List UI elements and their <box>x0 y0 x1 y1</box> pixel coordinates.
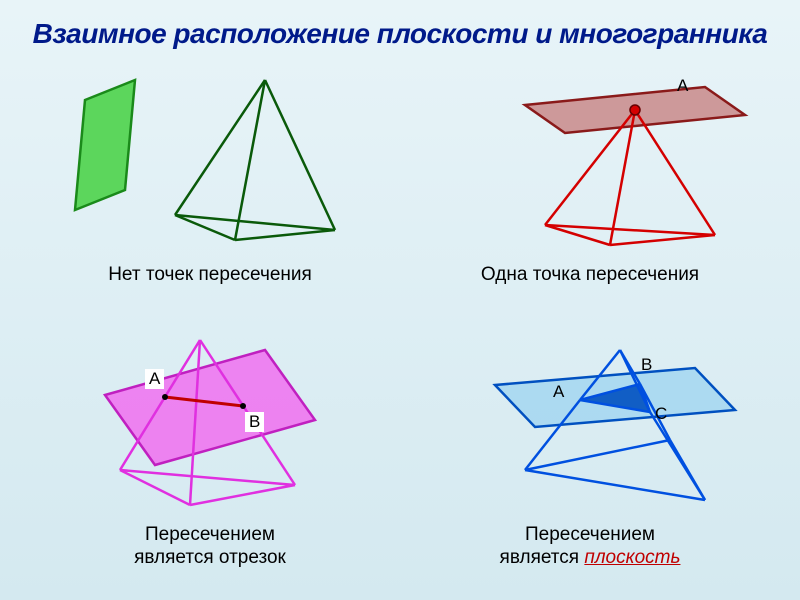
cell-segment: А В Пересечением является отрезок <box>20 320 400 580</box>
diagram-plane-section: А В С <box>415 320 765 520</box>
diagram-segment: А В <box>35 320 385 520</box>
label-c: С <box>655 404 667 424</box>
cell-one-point: А Одна точка пересечения <box>400 60 780 320</box>
caption-segment: Пересечением является отрезок <box>134 524 286 570</box>
cell-no-intersection: Нет точек пересечения <box>20 60 400 320</box>
caption-plane-section: Пересечением является плоскость <box>500 524 681 570</box>
label-b: В <box>245 412 264 432</box>
caption-one-point: Одна точка пересечения <box>481 264 699 287</box>
caption-no-intersection: Нет точек пересечения <box>108 264 312 287</box>
tetrahedron <box>175 80 335 240</box>
label-a: А <box>677 76 688 96</box>
diagram-grid: Нет точек пересечения А Одна точка п <box>0 50 800 580</box>
label-a: А <box>145 369 164 389</box>
plane-shape <box>105 350 315 465</box>
label-b: В <box>641 355 652 375</box>
diagram-one-point: А <box>415 60 765 260</box>
intersection-point <box>630 105 640 115</box>
label-a: А <box>553 382 564 402</box>
cell-plane-section: А В С Пересечением является плоскость <box>400 320 780 580</box>
diagram-no-intersection <box>35 60 385 260</box>
plane-shape <box>75 80 135 210</box>
page-title: Взаимное расположение плоскости и многог… <box>0 0 800 50</box>
